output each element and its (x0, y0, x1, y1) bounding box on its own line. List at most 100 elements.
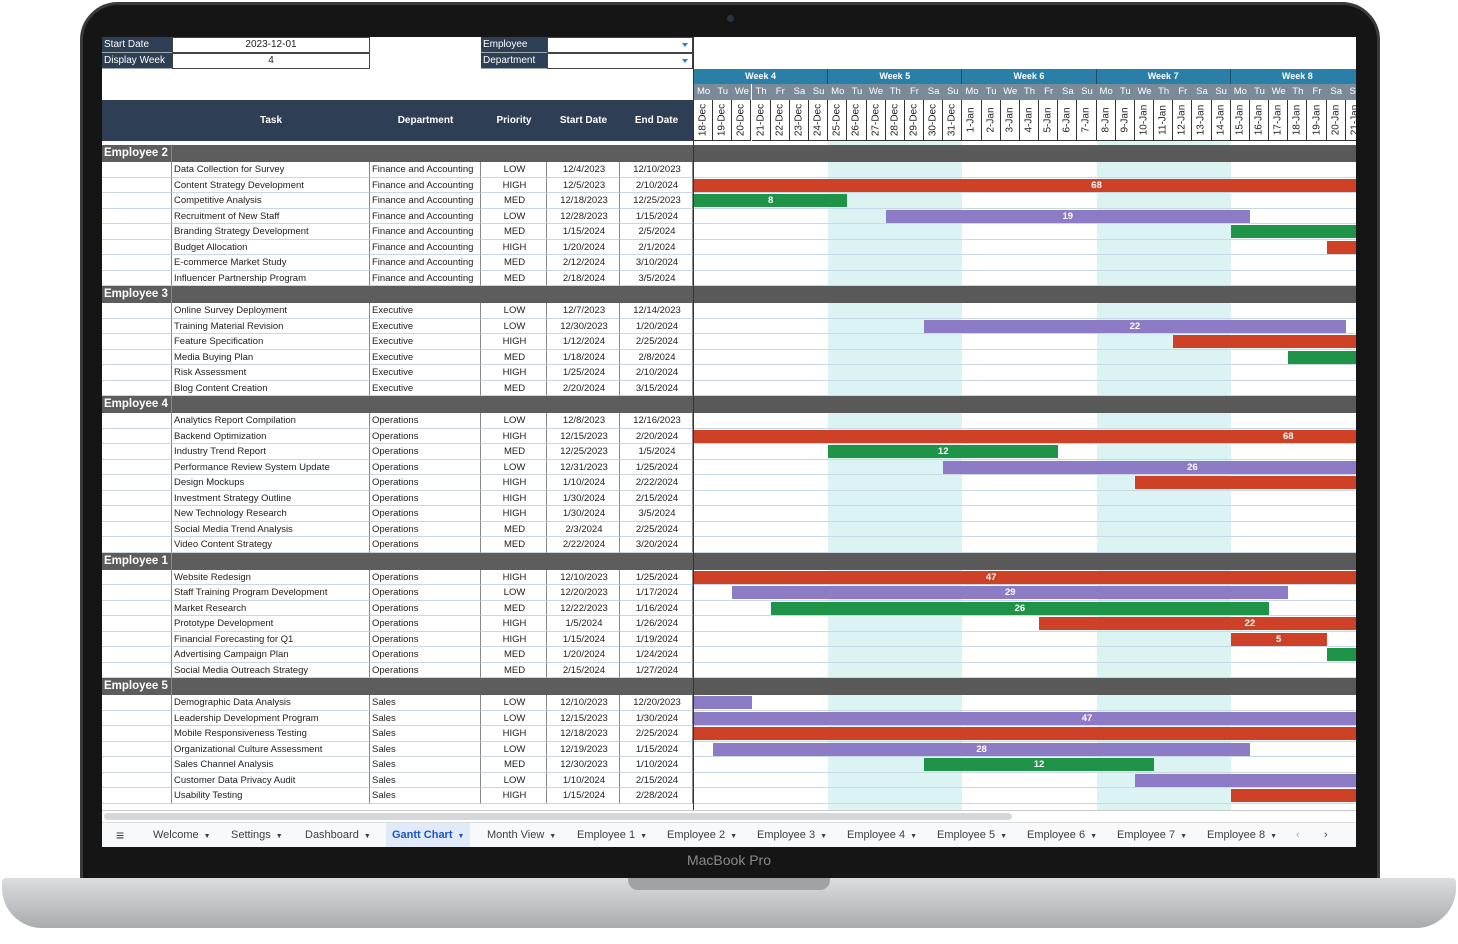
task-row[interactable]: Design Mockups Operations HIGH 1/10/2024 2/2… (102, 475, 693, 491)
gantt-bar[interactable] (1288, 350, 1356, 364)
sheet-tab-employee-4[interactable]: Employee 4 ▼ (841, 823, 923, 847)
tab-menu-arrow-icon[interactable]: ▼ (910, 833, 918, 840)
task-row[interactable]: Analytics Report Compilation Operations LO… (102, 413, 693, 429)
employee-dropdown[interactable] (547, 37, 693, 53)
sheet-tab-dashboard[interactable]: Dashboard ▼ (299, 823, 377, 847)
sheet-tab-employee-7[interactable]: Employee 7 ▼ (1111, 823, 1193, 847)
task-row[interactable]: E-commerce Market Study Finance and Accou… (102, 255, 693, 271)
task-row[interactable]: Financial Forecasting for Q1 Operations HI… (102, 631, 693, 647)
gantt-bar[interactable] (943, 460, 1356, 474)
task-row[interactable]: Customer Data Privacy Audit Sales LOW 1/10/… (102, 772, 693, 788)
gantt-bar[interactable] (1134, 476, 1356, 489)
gantt-bar[interactable] (924, 758, 1155, 771)
sheet-tab-gantt-chart[interactable]: Gantt Chart ▼ (386, 823, 471, 847)
sheet-tab-employee-3[interactable]: Employee 3 ▼ (751, 823, 833, 847)
tab-menu-arrow-icon[interactable]: ▼ (275, 833, 283, 840)
tab-menu-arrow-icon[interactable]: ▼ (1180, 833, 1188, 840)
gantt-bar[interactable] (828, 445, 1059, 458)
header-priority[interactable]: Priority (496, 115, 532, 126)
task-row[interactable]: Content Strategy Development Finance and … (102, 177, 693, 193)
tab-menu-arrow-icon[interactable]: ▼ (640, 833, 648, 840)
task-row[interactable]: Sales Channel Analysis Sales MED 12/30/2023… (102, 757, 693, 773)
header-task[interactable]: Task (259, 115, 283, 126)
task-row[interactable]: Advertising Campaign Plan Operations MED 1/… (102, 647, 693, 663)
task-row[interactable]: Influencer Partnership Program Finance an… (102, 270, 693, 286)
gantt-bar[interactable] (694, 711, 1356, 725)
header-end-date[interactable]: End Date (634, 115, 679, 126)
all-sheets-menu-icon[interactable]: ≡ (116, 827, 125, 843)
sheet-tab-settings[interactable]: Settings ▼ (225, 823, 289, 847)
gantt-bar[interactable] (694, 429, 1356, 443)
employee-group-row[interactable]: Employee 4 (102, 396, 693, 413)
gantt-bar[interactable] (1039, 617, 1356, 630)
sheet-tab-employee-2[interactable]: Employee 2 ▼ (661, 823, 743, 847)
department-dropdown[interactable] (547, 53, 693, 69)
gantt-bar[interactable] (1173, 335, 1356, 348)
tab-menu-arrow-icon[interactable]: ▼ (820, 833, 828, 840)
header-department[interactable]: Department (397, 115, 454, 126)
display-week-input[interactable]: 4 (172, 53, 370, 69)
tab-menu-arrow-icon[interactable]: ▼ (203, 833, 211, 840)
scroll-tabs-right-icon[interactable]: › (1324, 829, 1328, 841)
task-row[interactable]: Risk Assessment Executive HIGH 1/25/2024 2/1… (102, 365, 693, 381)
header-start-date[interactable]: Start Date (559, 115, 608, 126)
horizontal-scrollbar-track[interactable] (102, 810, 1356, 822)
task-row[interactable]: Backend Optimization Operations HIGH 12/15/… (102, 428, 693, 444)
task-row[interactable]: Media Buying Plan Executive MED 1/18/2024 2/… (102, 349, 693, 365)
gantt-bar[interactable] (694, 178, 1356, 192)
gantt-bar[interactable] (1134, 773, 1356, 787)
task-row[interactable]: New Technology Research Operations HIGH 1/3… (102, 506, 693, 522)
tab-menu-arrow-icon[interactable]: ▼ (1000, 833, 1008, 840)
task-row[interactable]: Feature Specification Executive HIGH 1/12/2… (102, 334, 693, 350)
task-row[interactable]: Website Redesign Operations HIGH 12/10/2023… (102, 569, 693, 585)
task-row[interactable]: Social Media Trend Analysis Operations MED… (102, 521, 693, 537)
gantt-bar[interactable] (1230, 789, 1356, 802)
sheet-tab-welcome[interactable]: Welcome ▼ (147, 823, 217, 847)
gantt-bar[interactable] (732, 586, 1289, 599)
task-row[interactable]: Investment Strategy Outline Operations HIG… (102, 490, 693, 506)
gantt-bar[interactable] (713, 742, 1250, 756)
task-row[interactable]: Demographic Data Analysis Sales LOW 12/10/2… (102, 695, 693, 711)
sheet-tab-employee-5[interactable]: Employee 5 ▼ (931, 823, 1013, 847)
task-row[interactable]: Recruitment of New Staff Finance and Acco… (102, 208, 693, 224)
gantt-bar[interactable] (1230, 632, 1327, 646)
gantt-bar[interactable] (1326, 648, 1356, 661)
task-row[interactable]: Organizational Culture Assessment Sales LO… (102, 741, 693, 757)
gantt-bar[interactable] (885, 209, 1250, 223)
tab-menu-arrow-icon[interactable]: ▼ (1270, 833, 1278, 840)
task-row[interactable]: Online Survey Deployment Executive LOW 12/7… (102, 303, 693, 319)
sheet-tab-employee-8[interactable]: Employee 8 ▼ (1201, 823, 1283, 847)
tab-menu-arrow-icon[interactable]: ▼ (457, 833, 465, 840)
employee-group-row[interactable]: Employee 3 (102, 286, 693, 303)
task-row[interactable]: Social Media Outreach Strategy Operations… (102, 662, 693, 678)
task-row[interactable]: Blog Content Creation Executive MED 2/20/20… (102, 380, 693, 396)
gantt-bar[interactable] (694, 194, 848, 207)
task-row[interactable]: Prototype Development Operations HIGH 1/5/2… (102, 616, 693, 632)
task-row[interactable]: Usability Testing Sales HIGH 1/15/2024 2/28/… (102, 788, 693, 804)
tab-menu-arrow-icon[interactable]: ▼ (730, 833, 738, 840)
task-row[interactable]: Staff Training Program Development Operat… (102, 585, 693, 601)
gantt-bar[interactable] (1326, 240, 1356, 254)
sheet-tab-month-view[interactable]: Month View ▼ (481, 823, 562, 847)
task-row[interactable]: Branding Strategy Development Finance and… (102, 224, 693, 240)
sheet-tab-employee-1[interactable]: Employee 1 ▼ (571, 823, 653, 847)
gantt-bar[interactable] (694, 727, 1356, 740)
tab-menu-arrow-icon[interactable]: ▼ (549, 833, 557, 840)
task-row[interactable]: Competitive Analysis Finance and Accounti… (102, 193, 693, 209)
tab-menu-arrow-icon[interactable]: ▼ (363, 833, 371, 840)
task-row[interactable]: Market Research Operations MED 12/22/2023 1/… (102, 600, 693, 616)
gantt-bar[interactable] (924, 319, 1346, 333)
gantt-bar[interactable] (694, 696, 752, 709)
sheet-tab-employee-6[interactable]: Employee 6 ▼ (1021, 823, 1103, 847)
horizontal-scrollbar-thumb[interactable] (104, 813, 1012, 820)
gantt-bar[interactable] (1230, 225, 1356, 238)
start-date-input[interactable]: 2023-12-01 (172, 37, 370, 53)
task-row[interactable]: Leadership Development Program Sales LOW 12… (102, 710, 693, 726)
task-row[interactable]: Training Material Revision Executive LOW 12… (102, 318, 693, 334)
task-row[interactable]: Industry Trend Report Operations MED 12/25/… (102, 444, 693, 460)
employee-group-row[interactable]: Employee 5 (102, 678, 693, 695)
task-row[interactable]: Data Collection for Survey Finance and Ac… (102, 162, 693, 178)
task-row[interactable]: Mobile Responsiveness Testing Sales HIGH 12… (102, 726, 693, 742)
employee-group-row[interactable]: Employee 1 (102, 552, 693, 570)
gantt-bar[interactable] (770, 601, 1270, 615)
